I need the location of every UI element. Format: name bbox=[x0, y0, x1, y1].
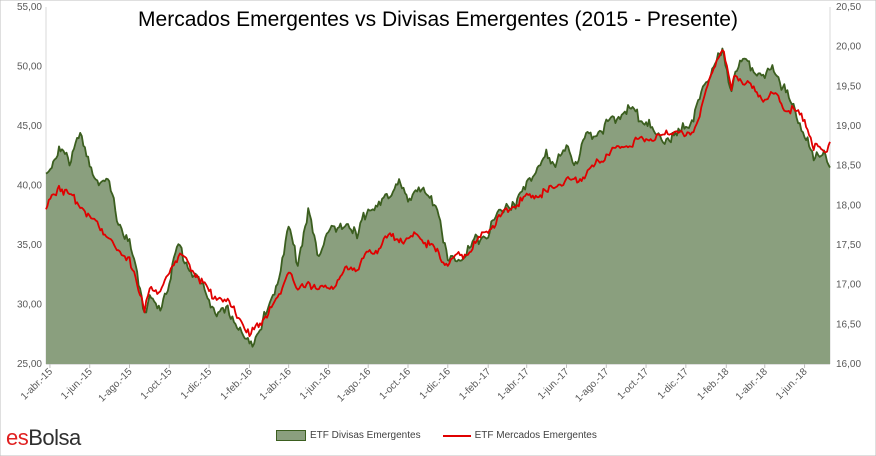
divisas-area-fill bbox=[46, 48, 830, 364]
left-tick-label: 40,00 bbox=[17, 181, 42, 192]
legend: ETF Divisas Emergentes ETF Mercados Emer… bbox=[276, 430, 619, 441]
left-tick-label: 35,00 bbox=[17, 240, 42, 251]
divisas-area-line bbox=[45, 47, 831, 348]
left-axis: 25,00 30,00 35,00 40,00 45,00 50,00 55,00 bbox=[17, 2, 42, 370]
right-tick-label: 18,00 bbox=[836, 200, 861, 211]
right-tick-label: 17,50 bbox=[836, 240, 861, 251]
left-tick-label: 55,00 bbox=[17, 2, 42, 13]
left-tick-label: 45,00 bbox=[17, 121, 42, 132]
right-tick-label: 19,50 bbox=[836, 81, 861, 92]
mercados-line bbox=[45, 49, 831, 338]
left-tick-label: 50,00 bbox=[17, 62, 42, 73]
left-tick-label: 25,00 bbox=[17, 359, 42, 370]
logo-text-es: es bbox=[6, 425, 29, 450]
right-tick-label: 17,00 bbox=[836, 280, 861, 291]
right-tick-label: 16,00 bbox=[836, 359, 861, 370]
logo-text-bolsa: Bolsa bbox=[28, 425, 81, 450]
right-axis: 16,00 16,50 17,00 17,50 18,00 18,50 19,00 19,50… bbox=[836, 2, 861, 370]
legend-item-mercados: ETF Mercados Emergentes bbox=[442, 430, 597, 441]
legend-label-divisas: ETF Divisas Emergentes bbox=[310, 430, 421, 441]
right-tick-label: 18,50 bbox=[836, 161, 861, 172]
right-tick-label: 20,50 bbox=[836, 2, 861, 13]
esbolsa-logo: esBolsa bbox=[6, 425, 81, 451]
left-tick-label: 30,00 bbox=[17, 300, 42, 311]
right-tick-label: 16,50 bbox=[836, 319, 861, 330]
chart-title: Mercados Emergentes vs Divisas Emergente… bbox=[138, 8, 738, 31]
legend-item-divisas: ETF Divisas Emergentes bbox=[276, 430, 421, 441]
line-swatch-icon bbox=[442, 434, 471, 437]
right-tick-label: 19,00 bbox=[836, 121, 861, 132]
area-swatch-icon bbox=[276, 430, 306, 441]
series-layer bbox=[45, 47, 831, 364]
right-tick-label: 20,00 bbox=[836, 42, 861, 53]
legend-label-mercados: ETF Mercados Emergentes bbox=[474, 430, 597, 441]
